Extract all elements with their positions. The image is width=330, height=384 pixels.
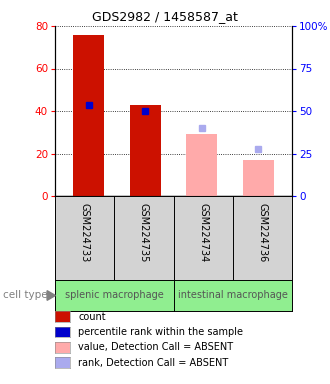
Text: intestinal macrophage: intestinal macrophage [178, 291, 288, 301]
Text: GSM224735: GSM224735 [139, 203, 149, 262]
Text: GSM224736: GSM224736 [257, 203, 267, 262]
Bar [130, 104, 161, 196]
Text: percentile rank within the sample: percentile rank within the sample [78, 327, 243, 337]
Text: GDS2982 / 1458587_at: GDS2982 / 1458587_at [92, 10, 238, 23]
Text: count: count [78, 312, 106, 322]
Text: rank, Detection Call = ABSENT: rank, Detection Call = ABSENT [78, 358, 228, 368]
Bar [186, 134, 217, 196]
Bar [73, 35, 104, 196]
Text: GSM224733: GSM224733 [80, 203, 90, 262]
Text: GSM224734: GSM224734 [198, 203, 208, 262]
Bar [243, 160, 274, 196]
Text: value, Detection Call = ABSENT: value, Detection Call = ABSENT [78, 343, 233, 353]
Text: cell type: cell type [3, 291, 48, 301]
Text: splenic macrophage: splenic macrophage [65, 291, 164, 301]
